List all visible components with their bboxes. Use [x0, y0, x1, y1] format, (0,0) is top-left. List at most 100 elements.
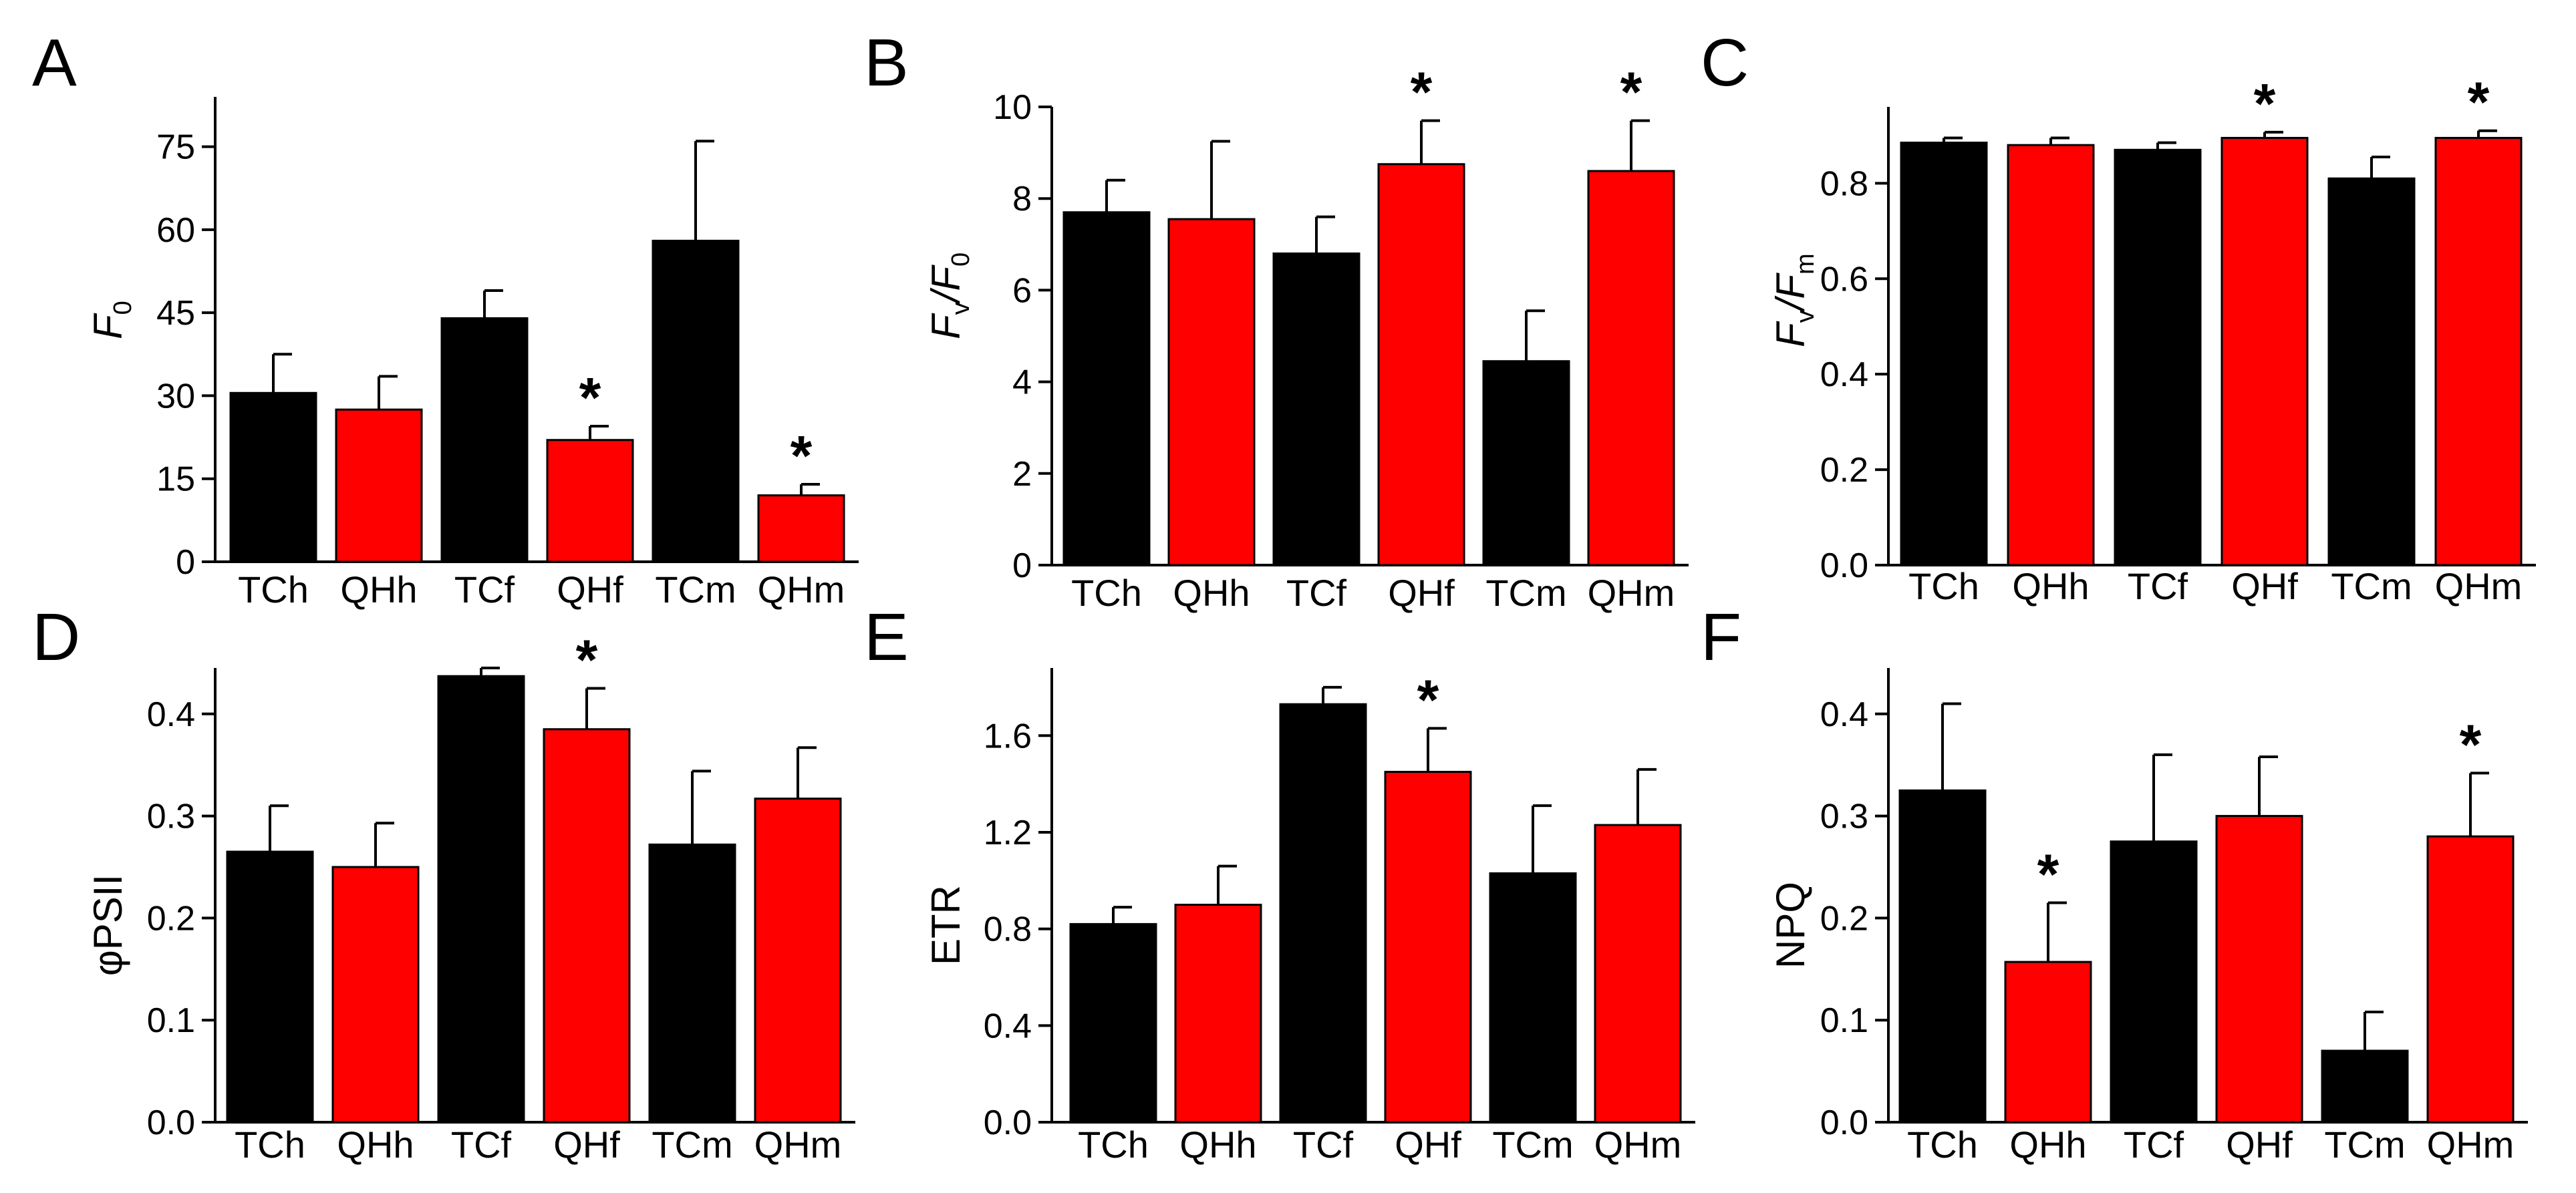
y-tick-label: 0.1 [147, 1001, 195, 1040]
plot-area-d: 0.0 0.1 0.2 0.3 0.4 TCh QHh TCf * QHf TCm QHm [147, 629, 855, 1166]
y-tick-label: 0 [1012, 546, 1032, 585]
bar-tcf [2110, 840, 2198, 1124]
y-axis-label-e: ETR [923, 885, 968, 965]
bar-tch [229, 391, 317, 563]
y-tick-label: 30 [156, 377, 195, 415]
y-tick-label: 75 [156, 128, 195, 167]
x-tick-label: TCf [2128, 565, 2188, 607]
bar-qhf [2215, 815, 2303, 1124]
bar-qhm [2426, 835, 2515, 1124]
y-tick-label: 15 [156, 460, 195, 499]
y-tick-label: 45 [156, 294, 195, 333]
y-tick-label: 4 [1012, 363, 1032, 402]
x-tick-label: TCf [454, 568, 515, 611]
y-tick-label: 0.4 [984, 1007, 1032, 1045]
bar-tch [1069, 922, 1157, 1124]
x-tick-label: QHm [1594, 1124, 1682, 1166]
panel-letter-d: D [32, 600, 80, 675]
x-tick-label: QHh [340, 568, 417, 611]
panel-d: D φPSII 0.0 0.1 0.2 0.3 0.4 TCh QHh TCf * QHf TCm Q… [32, 600, 855, 1166]
x-tick-label: QHf [1395, 1124, 1461, 1166]
significance-star: * [1417, 668, 1439, 731]
y-tick-label: 0.4 [1820, 695, 1868, 734]
bar-tcf [1279, 703, 1367, 1124]
y-tick-label: 8 [1012, 180, 1032, 218]
bar-tch [1898, 789, 1987, 1124]
x-tick-label: QHh [337, 1124, 414, 1166]
y-tick-label: 0.8 [1820, 164, 1868, 203]
bar-qhf [2221, 136, 2309, 566]
x-tick-label: TCm [2331, 565, 2412, 607]
plot-area-f: 0.0 0.1 0.2 0.3 0.4 TCh * QHh TCf QHf TCm * QHm [1820, 668, 2528, 1166]
bar-qhh [2007, 144, 2095, 566]
x-tick-label: QHf [557, 568, 623, 611]
bar-qhm [1594, 824, 1682, 1124]
panel-letter-b: B [864, 25, 909, 100]
x-tick-label: TCm [1485, 572, 1566, 614]
x-tick-label: TCh [1078, 1124, 1149, 1166]
x-tick-label: TCm [2324, 1124, 2405, 1166]
bar-qhf [1377, 163, 1465, 566]
bar-tcm [2321, 1049, 2409, 1124]
x-tick-label: TCf [451, 1124, 512, 1166]
x-tick-label: TCm [655, 568, 736, 611]
bar-qhf [543, 728, 631, 1124]
bar-qhm [754, 798, 842, 1124]
bar-tcm [648, 843, 736, 1124]
y-tick-label: 1.6 [984, 717, 1032, 755]
x-tick-label: QHf [1388, 572, 1455, 614]
x-tick-label: TCh [1071, 572, 1142, 614]
x-tick-label: TCf [1286, 572, 1347, 614]
bar-qhf [546, 439, 634, 563]
x-tick-label: QHh [1173, 572, 1250, 614]
panel-b: B Fv/F0 0 2 4 6 8 10 TCh QHh TCf * QHf TCm * QHm [864, 25, 1689, 614]
significance-star: * [1620, 61, 1642, 124]
x-tick-label: QHh [2009, 1124, 2086, 1166]
panel-f: F NPQ 0.0 0.1 0.2 0.3 0.4 TCh * QHh TCf QHf TCm * QH… [1701, 600, 2528, 1166]
y-tick-label: 2 [1012, 455, 1032, 494]
panel-c: C Fv/Fm 0.0 0.2 0.4 0.6 0.8 TCh QHh TCf * QHf TCm *… [1701, 25, 2536, 607]
bar-tch [1900, 142, 1988, 566]
bar-tcf [2114, 148, 2202, 566]
significance-star: * [576, 629, 598, 691]
significance-star: * [2254, 72, 2276, 135]
y-axis-label-b: Fv/F0 [923, 252, 975, 339]
panel-letter-a: A [32, 25, 77, 100]
x-tick-label: QHf [553, 1124, 620, 1166]
x-tick-label: QHf [2226, 1124, 2293, 1166]
bar-qhm [2434, 136, 2523, 566]
significance-star: * [2037, 842, 2059, 905]
y-tick-label: 0.8 [984, 910, 1032, 949]
significance-star: * [1411, 61, 1433, 124]
x-tick-label: TCm [1492, 1124, 1573, 1166]
bar-tcf [1272, 252, 1361, 566]
y-tick-label: 0 [176, 543, 195, 582]
y-tick-label: 0.4 [1820, 355, 1868, 394]
y-axis-label-d: φPSII [86, 874, 130, 976]
x-tick-label: QHm [1588, 572, 1675, 614]
y-tick-label: 1.2 [984, 814, 1032, 852]
y-tick-label: 0.4 [147, 695, 195, 734]
y-tick-label: 0.0 [1820, 546, 1868, 585]
x-tick-label: TCh [1908, 565, 1979, 607]
bar-tcm [1489, 872, 1577, 1124]
bar-tcm [652, 239, 740, 563]
panel-letter-e: E [864, 600, 909, 675]
bar-qhf [1384, 771, 1472, 1124]
bar-tch [226, 850, 314, 1124]
y-tick-label: 0.0 [147, 1103, 195, 1142]
bar-tcf [437, 675, 525, 1124]
x-tick-label: TCf [1293, 1124, 1354, 1166]
panel-a: A F0 0 15 30 45 60 75 TCh QHh TCf * QHf TCm * QHm [32, 25, 859, 611]
bar-qhh [331, 866, 420, 1124]
y-tick-label: 0.0 [984, 1103, 1032, 1142]
y-tick-label: 0.3 [1820, 798, 1868, 836]
y-tick-label: 0.0 [1820, 1103, 1868, 1142]
x-tick-label: QHh [1179, 1124, 1256, 1166]
bar-qhh [1167, 218, 1256, 566]
panel-letter-f: F [1701, 600, 1741, 675]
y-tick-label: 0.6 [1820, 260, 1868, 299]
significance-star: * [579, 366, 601, 429]
y-tick-label: 6 [1012, 271, 1032, 310]
